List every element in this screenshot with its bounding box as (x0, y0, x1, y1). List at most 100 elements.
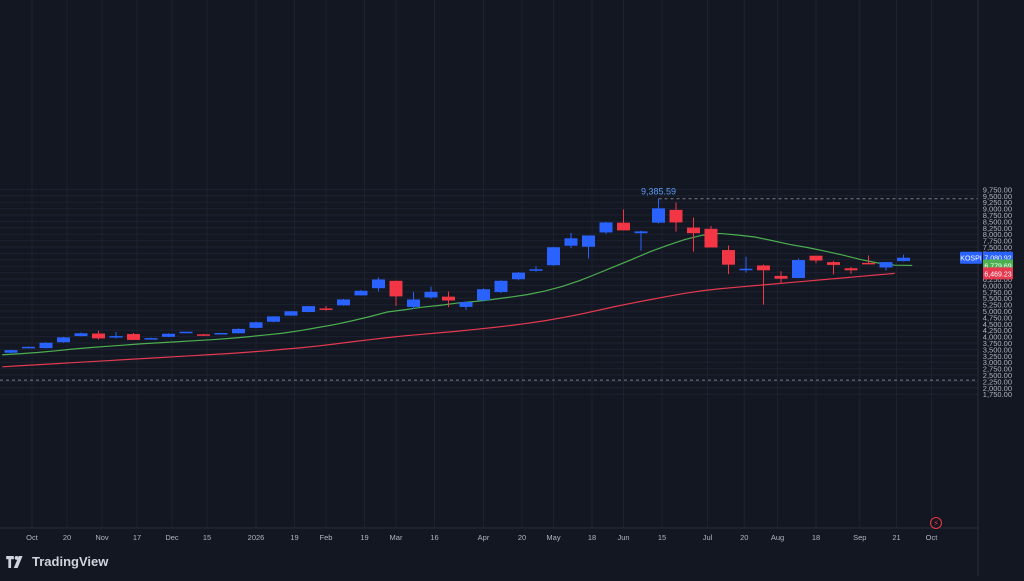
moving-average-slow-line[interactable] (2, 272, 895, 368)
candle-body (92, 333, 105, 339)
candle-body (424, 291, 438, 298)
high-price-label: 9,385.59 (641, 187, 676, 197)
candle-bullish[interactable] (879, 261, 893, 271)
candle-bullish[interactable] (564, 232, 578, 249)
candle-body (39, 342, 53, 349)
symbol-tag-label: KOSPI (960, 256, 981, 263)
price-tick-label: 4,250.00 (983, 326, 1012, 335)
price-tick-label: 9,500.00 (983, 192, 1012, 201)
candle-body (179, 331, 193, 334)
candle-bearish[interactable] (319, 305, 333, 311)
candle-bearish[interactable] (844, 266, 858, 274)
candle-bullish[interactable] (232, 328, 245, 334)
candle-bearish[interactable] (389, 280, 403, 306)
candle-bearish[interactable] (704, 226, 718, 248)
price-tick-label: 9,000.00 (983, 205, 1012, 214)
candle-bullish[interactable] (634, 230, 648, 251)
candle-bullish[interactable] (39, 342, 53, 349)
candle-bullish[interactable] (302, 305, 315, 313)
candle-bullish[interactable] (22, 346, 35, 349)
candle-bearish[interactable] (827, 260, 840, 275)
price-tick-label: 6,250.00 (983, 275, 1012, 284)
candle-bullish[interactable] (354, 290, 368, 296)
candle-body (634, 231, 648, 234)
candle-bullish[interactable] (162, 333, 175, 338)
time-tick-label: Nov (95, 533, 109, 542)
candle-body (739, 268, 753, 271)
candle-bullish[interactable] (582, 235, 595, 259)
candle-bullish[interactable] (792, 258, 805, 279)
candle-bullish[interactable] (424, 286, 438, 299)
candle-bullish[interactable] (547, 247, 560, 266)
ma-slow-price-tag-text: 6,469.23 (984, 271, 1011, 278)
time-tick-label: Apr (478, 533, 490, 542)
candle-bearish[interactable] (757, 264, 770, 305)
tradingview-brand[interactable]: TradingView (6, 554, 108, 569)
candle-bullish[interactable] (57, 336, 70, 343)
candle-body (599, 222, 613, 233)
candle-bullish[interactable] (372, 277, 385, 292)
candle-body (302, 306, 315, 313)
candle-body (564, 238, 578, 246)
candle-body (652, 208, 665, 223)
time-tick-label: 21 (892, 533, 900, 542)
flash-icon[interactable]: ⚡ (930, 517, 942, 529)
candle-bullish[interactable] (284, 311, 298, 316)
candle-bearish[interactable] (687, 217, 700, 252)
candle-bullish[interactable] (739, 256, 753, 273)
time-tick-label: Mar (390, 533, 403, 542)
candle-bullish[interactable] (529, 266, 543, 272)
candle-bullish[interactable] (144, 337, 158, 340)
candle-bullish[interactable] (4, 349, 18, 353)
candle-bearish[interactable] (862, 255, 875, 265)
candle-bullish[interactable] (459, 301, 473, 310)
time-tick-label: Oct (26, 533, 39, 542)
time-tick-label: 2026 (248, 533, 265, 542)
candle-bullish[interactable] (512, 272, 525, 281)
candle-bullish[interactable] (599, 221, 613, 234)
candle-bullish[interactable] (214, 332, 228, 335)
candle-body (844, 268, 858, 271)
candle-body (529, 269, 543, 271)
last-price-tag-text: 7,080.92 (984, 256, 1011, 263)
candle-bullish[interactable] (477, 288, 490, 302)
ma-fast-price-tag-text: 6,779.69 (984, 263, 1011, 270)
candle-bullish[interactable] (109, 331, 123, 339)
candle-bullish[interactable] (179, 331, 193, 334)
candle-bearish[interactable] (669, 202, 683, 232)
candle-bullish[interactable] (407, 291, 420, 309)
moving-average-layer (2, 232, 913, 368)
candle-body (57, 337, 70, 343)
price-tick-label: 8,250.00 (983, 224, 1012, 233)
candle-bearish[interactable] (92, 330, 105, 340)
candle-bearish[interactable] (127, 333, 140, 341)
symbol-tag (960, 251, 982, 264)
moving-average-fast-line[interactable] (2, 232, 913, 356)
time-tick-label: 15 (658, 533, 666, 542)
candle-bearish[interactable] (442, 291, 455, 308)
candle-body (879, 262, 893, 268)
time-tick-label: Aug (771, 533, 784, 542)
candle-bearish[interactable] (197, 334, 210, 336)
candle-bullish[interactable] (897, 254, 910, 262)
candle-body (827, 262, 840, 265)
candle-bullish[interactable] (74, 332, 88, 337)
candle-bearish[interactable] (809, 255, 823, 264)
candle-bullish[interactable] (249, 321, 263, 329)
price-tick-label: 4,750.00 (983, 313, 1012, 322)
price-tick-label: 9,250.00 (983, 198, 1012, 207)
time-tick-label: Feb (320, 533, 333, 542)
candle-bearish[interactable] (617, 209, 630, 231)
candle-bullish[interactable] (267, 316, 280, 323)
candle-bearish[interactable] (774, 271, 788, 283)
candle-bearish[interactable] (722, 245, 735, 275)
candles-layer (4, 198, 910, 353)
candle-bullish[interactable] (337, 298, 350, 306)
candle-body (109, 336, 123, 338)
candle-body (477, 289, 490, 301)
candle-bullish[interactable] (652, 198, 665, 224)
price-tick-label: 2,000.00 (983, 384, 1012, 393)
candle-bullish[interactable] (494, 280, 508, 294)
